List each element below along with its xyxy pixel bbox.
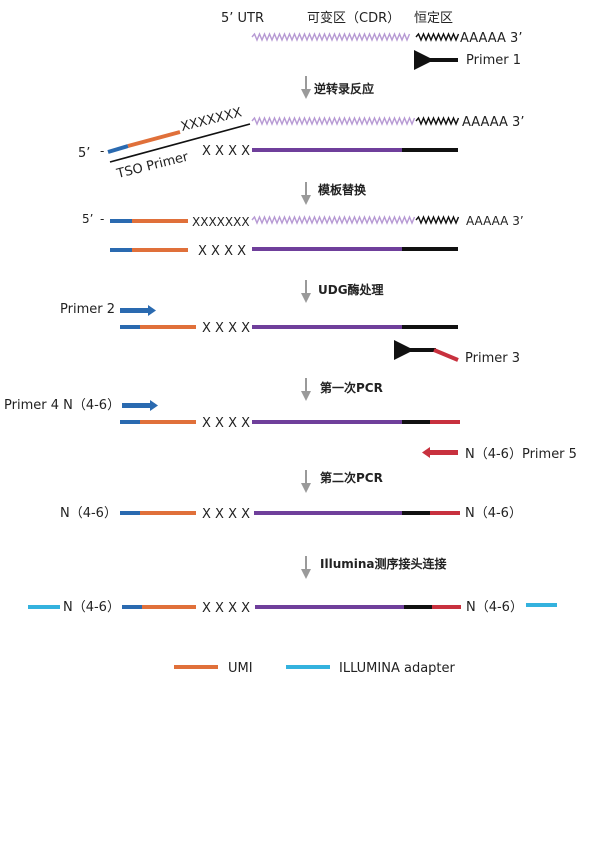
- pcr2-x-short: X X X X: [202, 507, 250, 522]
- primer1-label: Primer 1: [466, 53, 521, 68]
- mrna-wave-constant: [415, 32, 460, 42]
- primer4-label: Primer 4 N（4-6）: [4, 398, 120, 413]
- primer5-label: N（4-6）Primer 5: [465, 447, 577, 462]
- tso-primer-label: TSO Primer: [114, 149, 190, 182]
- illumina-x-short: X X X X: [202, 601, 250, 616]
- legend-adapter-label: ILLUMINA adapter: [339, 661, 456, 676]
- rt-wave-variable: [251, 116, 416, 126]
- primer3-red: [433, 348, 459, 362]
- poly-a-label: AAAAA 3’: [460, 31, 522, 46]
- ts-x-short: X X X X: [198, 244, 246, 259]
- illumina-n-right: N（4-6）: [466, 600, 523, 615]
- rt-dash: -: [100, 144, 104, 158]
- step-label-udg: UDG酶处理: [318, 282, 384, 297]
- ts-five-prime: 5’: [82, 212, 93, 226]
- constant-region-label: 恒定区: [414, 11, 453, 26]
- variable-region-label: 可变区（CDR）: [307, 10, 400, 26]
- rt-five-prime: 5’: [78, 146, 90, 161]
- step-label-illumina: Illumina测序接头连接: [320, 556, 447, 571]
- primer5-arrow-body: [430, 450, 458, 455]
- rt-x-overhang: XXXXXXX: [179, 105, 243, 135]
- primer3-label: Primer 3: [465, 351, 520, 366]
- utr-label: 5’ UTR: [221, 11, 264, 26]
- udg-x-short: X X X X: [202, 321, 250, 336]
- step-label-reverse-transcription: 逆转录反应: [314, 81, 374, 96]
- primer4-arrow-body: [122, 403, 150, 408]
- ts-poly-a-label: AAAAA 3’: [466, 214, 524, 228]
- tso-primer-line: [109, 123, 251, 163]
- tso-blue: [107, 144, 129, 154]
- primer2-label: Primer 2: [60, 302, 115, 317]
- pcr2-n-left: N（4-6）: [60, 506, 117, 521]
- mrna-wave-variable: [251, 32, 411, 42]
- primer2-arrow-body: [120, 308, 148, 313]
- primer2-arrow-head: [148, 305, 156, 316]
- rt-wave-constant: [415, 116, 460, 126]
- pcr2-n-right: N（4-6）: [465, 506, 522, 521]
- primer4-arrow-head: [150, 400, 158, 411]
- legend-umi-label: UMI: [228, 661, 253, 676]
- step-label-pcr2: 第二次PCR: [320, 470, 383, 485]
- illumina-n-left: N（4-6）: [63, 600, 120, 615]
- primer5-arrow-head: [422, 447, 430, 458]
- step-label-pcr1: 第一次PCR: [320, 380, 383, 395]
- tso-orange: [127, 130, 181, 148]
- rt-poly-a-label: AAAAA 3’: [462, 115, 524, 130]
- ts-wave-constant: [415, 215, 460, 225]
- ts-wave-variable: [251, 215, 416, 225]
- ts-dash: -: [100, 212, 104, 226]
- rt-x-short: X X X X: [202, 144, 250, 159]
- ts-x-overhang: XXXXXXX: [192, 215, 250, 229]
- step-label-template-switch: 模板替换: [318, 182, 367, 197]
- pcr1-x-short: X X X X: [202, 416, 250, 431]
